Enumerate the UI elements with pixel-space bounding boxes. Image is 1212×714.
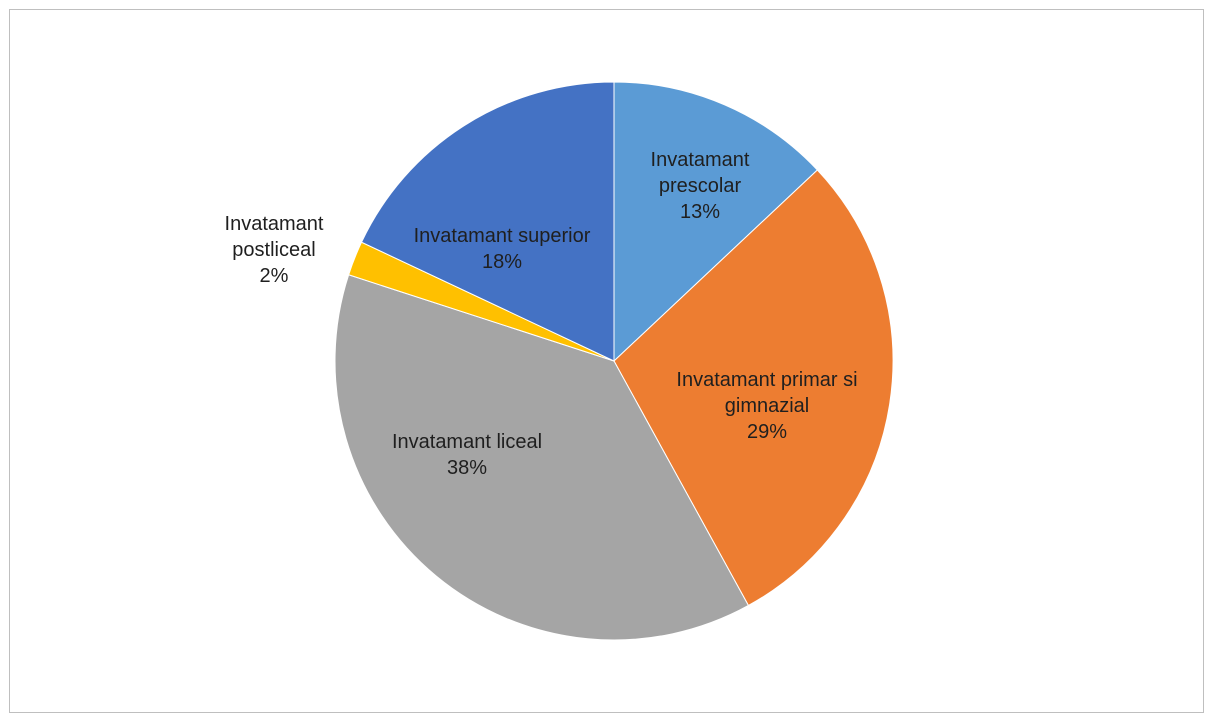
pie-data-label-2: Invatamant liceal 38%	[392, 431, 542, 479]
slice-percent: 2%	[260, 265, 289, 287]
pie-slice-0	[613, 81, 819, 363]
chart-area: Invatamant prescolar 13% Invatamant primar …	[9, 9, 1204, 713]
slice-label-line: Invatamant superior	[414, 225, 591, 247]
slice-label-line: postliceal	[232, 239, 315, 261]
slice-label-line: gimnazial	[725, 395, 809, 417]
slice-percent: 29%	[747, 421, 787, 443]
pie-slices	[334, 81, 894, 641]
pie-data-label-1: Invatamant primar si gimnazial 29%	[676, 369, 857, 443]
pie-slice-4	[360, 81, 615, 362]
slice-percent: 18%	[482, 251, 522, 273]
pie-data-labels: Invatamant prescolar 13% Invatamant primar …	[225, 149, 858, 479]
slice-label-line: Invatamant liceal	[392, 431, 542, 453]
slice-label-line: prescolar	[659, 175, 742, 197]
slice-percent: 13%	[680, 201, 720, 223]
slice-label-line: Invatamant primar si	[676, 369, 857, 391]
pie-chart: Invatamant prescolar 13% Invatamant primar …	[225, 81, 894, 641]
pie-slice-1	[613, 169, 894, 607]
pie-data-label-0: Invatamant prescolar 13%	[651, 149, 750, 223]
pie-data-label-4: Invatamant superior 18%	[414, 225, 591, 273]
pie-slice-2	[334, 274, 750, 641]
slice-label-line: Invatamant	[225, 213, 324, 235]
slice-percent: 38%	[447, 457, 487, 479]
pie-data-label-3: Invatamant postliceal 2%	[225, 213, 324, 287]
slice-label-line: Invatamant	[651, 149, 750, 171]
